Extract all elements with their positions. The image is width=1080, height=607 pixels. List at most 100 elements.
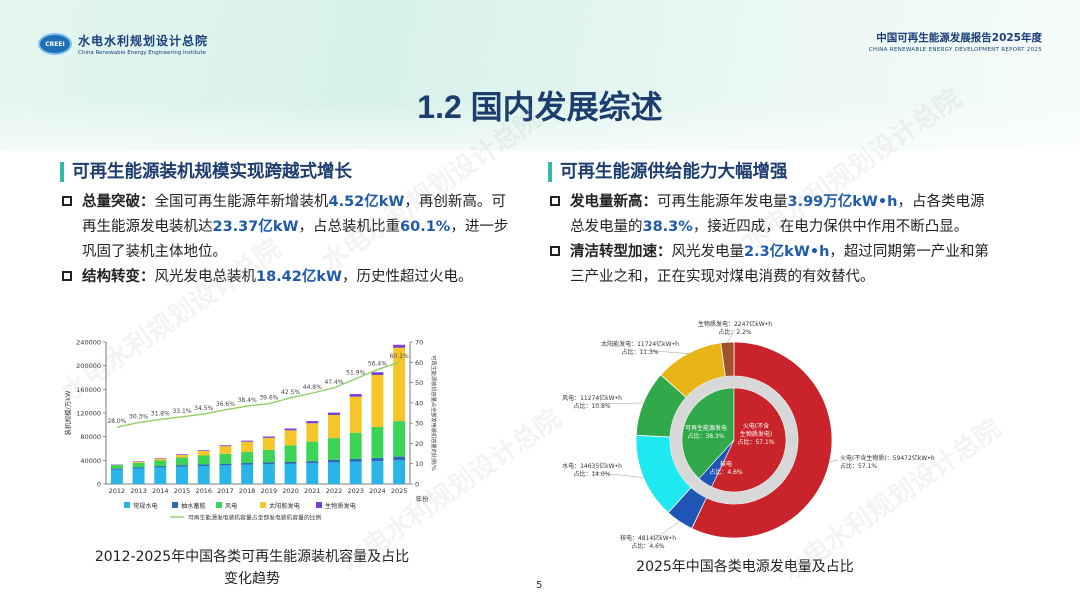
- y2-tick-label: 0: [415, 481, 419, 489]
- checkbox-square-icon: [62, 196, 72, 206]
- bar-segment: [349, 432, 362, 459]
- legend-swatch: [216, 502, 222, 508]
- org-name-en: China Renewable Energy Engineering Insti…: [78, 50, 206, 56]
- right-bullets: 发电量新高：可再生能源年发电量3.99万亿kW•h，占各类电源总发电量的38.3…: [548, 190, 998, 290]
- inner-slice-label: 占比：4.6%: [709, 468, 743, 476]
- bar-segment: [154, 467, 167, 484]
- highlight-value: 60.1%: [400, 219, 451, 235]
- x-tick-label: 2025: [391, 487, 408, 495]
- page-title: 1.2 国内发展综述: [417, 89, 663, 125]
- outer-slice-label: 风电：11274亿kW•h: [562, 394, 622, 402]
- bar-segment: [219, 446, 232, 454]
- bar-segment: [241, 441, 254, 453]
- y2-tick-label: 10: [415, 460, 423, 468]
- bar-segment: [110, 465, 123, 469]
- leader-line: [727, 329, 736, 343]
- bar-segment: [393, 344, 406, 348]
- report-title: 中国可再生能源发展报告2025年度 CHINA RENEWABLE ENERGY…: [869, 30, 1042, 53]
- bar-segment: [306, 463, 319, 484]
- bar-segment: [262, 462, 275, 465]
- leader-line: [647, 521, 680, 545]
- bullet-label: 发电量新高：: [570, 194, 657, 210]
- bar-segment: [197, 450, 210, 456]
- bar-segment: [328, 438, 340, 460]
- x-tick-label: 2016: [195, 487, 212, 495]
- bar-segment: [176, 466, 188, 484]
- y2-tick-label: 30: [415, 420, 423, 428]
- x-tick-label: 2017: [217, 487, 234, 495]
- outer-slice-label: 水电：14635亿kW•h: [562, 462, 622, 470]
- legend-swatch: [260, 502, 266, 508]
- inner-slice-label: 火电(不含: [743, 422, 769, 430]
- share-data-label: 33.1%: [172, 408, 191, 415]
- bar-segment: [197, 455, 210, 465]
- bar-segment: [132, 461, 145, 462]
- x-tick-label: 2024: [369, 487, 386, 495]
- bar-segment: [154, 458, 167, 459]
- bar-segment: [393, 347, 406, 422]
- share-data-label: 36.6%: [216, 401, 235, 408]
- bullet-segment: ，超过同期第一产业和第三产业之和，正在实现对煤电消费的有效替代。: [570, 244, 989, 285]
- bar-segment: [262, 436, 275, 438]
- bar-segment: [371, 457, 384, 462]
- checkbox-square-icon: [62, 271, 72, 281]
- outer-slice-label: 生物质发电：2247亿kW•h: [698, 320, 772, 328]
- y-tick-label: 80000: [80, 433, 101, 441]
- report-title-cn: 中国可再生能源发展报告2025年度: [876, 32, 1042, 44]
- share-data-label: 34.5%: [194, 405, 213, 412]
- y-tick-label: 120000: [76, 410, 101, 418]
- bar-segment: [176, 457, 188, 466]
- bar-segment: [371, 427, 384, 458]
- legend-swatch: [172, 502, 178, 508]
- bar-segment: [284, 428, 297, 431]
- checkbox-square-icon: [550, 246, 560, 256]
- y-tick-label: 40000: [80, 457, 101, 465]
- outer-slice-label: 占比：4.6%: [631, 542, 665, 550]
- bar-segment: [110, 468, 123, 470]
- bar-segment: [110, 469, 123, 484]
- y2-tick-label: 50: [415, 379, 423, 387]
- bar-segment: [393, 456, 406, 461]
- inner-slice: [698, 439, 735, 488]
- bar-segment: [132, 468, 145, 484]
- bullet-text: 清洁转型加速：风光发电量2.3亿kW•h，超过同期第一产业和第三产业之和，正在实…: [570, 240, 998, 290]
- share-data-label: 31.8%: [151, 410, 170, 417]
- inner-slice-label: 占比：57.1%: [737, 438, 774, 446]
- bar-segment: [262, 437, 275, 450]
- bullet-segment: ，进一步巩固了装机主体地位。: [82, 219, 509, 260]
- y2-tick-label: 40: [415, 399, 423, 407]
- x-tick-label: 2020: [282, 487, 299, 495]
- y-tick-label: 200000: [76, 362, 101, 370]
- bullet-text: 结构转变：风光发电总装机18.42亿kW，历史性超过火电。: [82, 265, 473, 290]
- bullet-segment: 风光发电量: [671, 244, 745, 260]
- bar-segment: [306, 441, 319, 462]
- bar-segment: [284, 463, 297, 484]
- donut-gap-ring: [670, 376, 798, 504]
- bar-segment: [241, 464, 254, 484]
- org-logo: CREEI 水电水利规划设计总院 China Renewable Energy …: [38, 32, 208, 56]
- bar-segment: [197, 465, 210, 484]
- legend-label: 常规水电: [133, 502, 158, 510]
- bar-segment: [328, 412, 340, 416]
- bar-segment: [349, 458, 362, 462]
- share-data-label: 51.9%: [346, 370, 365, 377]
- bullet-item: 清洁转型加速：风光发电量2.3亿kW•h，超过同期第一产业和第三产业之和，正在实…: [548, 240, 998, 290]
- bar-segment: [197, 464, 210, 466]
- share-data-label: 60.1%: [390, 353, 409, 360]
- bullet-segment: ，再创新高。可再生能源发电装机达: [82, 194, 506, 235]
- outer-slice-label: 占比：11.3%: [621, 348, 658, 356]
- bullet-item: 总量突破：全国可再生能源年新增装机4.52亿kW，再创新高。可再生能源发电装机达…: [60, 190, 510, 265]
- y-axis-label: 装机规模/万kW: [63, 390, 72, 435]
- x-tick-label: 2012: [109, 487, 126, 495]
- x-tick-label: 2018: [239, 487, 256, 495]
- bar-segment: [154, 466, 167, 468]
- bar-segment: [219, 453, 232, 464]
- left-caption: 2012-2025年中国各类可再生能源装机容量及占比变化趋势: [94, 549, 410, 587]
- legend-label: 太阳能发电: [269, 502, 300, 510]
- highlight-value: 18.42亿kW: [256, 269, 343, 285]
- left-heading: 可再生能源装机规模实现跨越式增长: [60, 162, 510, 182]
- bar-segment: [262, 464, 275, 484]
- bullet-segment: ，接近四成，在电力保供中作用不断凸显。: [692, 219, 969, 235]
- bar-segment: [328, 462, 340, 484]
- bar-segment: [306, 423, 319, 442]
